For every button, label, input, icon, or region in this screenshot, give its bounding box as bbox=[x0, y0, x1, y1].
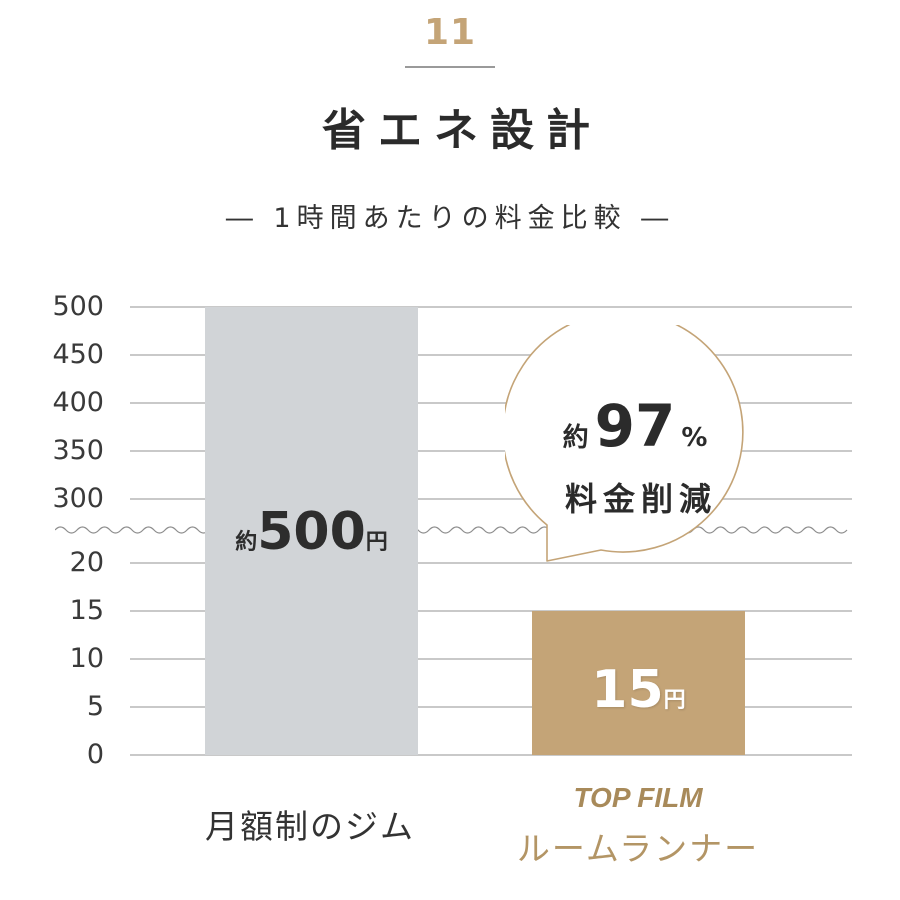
y-tick-label: 20 bbox=[69, 547, 104, 578]
bar-treadmill bbox=[532, 611, 745, 755]
unit: 円 bbox=[663, 688, 686, 713]
callout-unit: % bbox=[681, 423, 708, 453]
page-title: 省エネ設計 bbox=[322, 105, 602, 156]
page-number: 11 bbox=[423, 12, 477, 53]
y-tick-label: 0 bbox=[86, 739, 104, 770]
y-tick-label: 5 bbox=[86, 691, 104, 722]
gridline-500 bbox=[130, 306, 852, 308]
value: 500 bbox=[257, 502, 366, 562]
page-number-underline bbox=[405, 66, 495, 68]
approx-prefix: 約 bbox=[562, 423, 589, 453]
x-label-gym: 月額制のジム bbox=[205, 807, 415, 846]
unit: 円 bbox=[365, 530, 388, 555]
gridline-10 bbox=[130, 658, 852, 660]
y-tick-label: 500 bbox=[52, 291, 104, 322]
y-tick-label: 15 bbox=[69, 595, 104, 626]
callout-value: 97 bbox=[594, 392, 676, 460]
approx-prefix: 約 bbox=[235, 530, 258, 555]
bar-treadmill-value-label: 15円 bbox=[532, 660, 745, 720]
gridline-0 bbox=[130, 754, 852, 756]
value: 15 bbox=[591, 660, 664, 720]
axis-break-wave bbox=[55, 526, 848, 534]
gridline-15 bbox=[130, 610, 852, 612]
gridline-350 bbox=[130, 450, 852, 452]
gridline-5 bbox=[130, 706, 852, 708]
y-tick-label: 450 bbox=[52, 339, 104, 370]
gridline-300 bbox=[130, 498, 852, 500]
bar-gym-value-label: 約500円 bbox=[205, 502, 418, 562]
x-label-treadmill: ルームランナー bbox=[516, 829, 760, 868]
chart-subtitle: ― 1時間あたりの料金比較 ― bbox=[225, 203, 675, 234]
y-tick-label: 300 bbox=[52, 483, 104, 514]
gridline-400 bbox=[130, 402, 852, 404]
gridline-450 bbox=[130, 354, 852, 356]
speech-bubble bbox=[505, 325, 744, 562]
y-tick-label: 10 bbox=[69, 643, 104, 674]
y-tick-label: 350 bbox=[52, 435, 104, 466]
brand-logo-topfilm: TOP FILM bbox=[573, 782, 703, 813]
callout-percentage: 約 97% bbox=[515, 392, 755, 460]
callout-text: 料金削減 bbox=[564, 480, 717, 518]
y-tick-label: 400 bbox=[52, 387, 104, 418]
bar-gym bbox=[205, 307, 418, 755]
gridline-20 bbox=[130, 562, 852, 564]
